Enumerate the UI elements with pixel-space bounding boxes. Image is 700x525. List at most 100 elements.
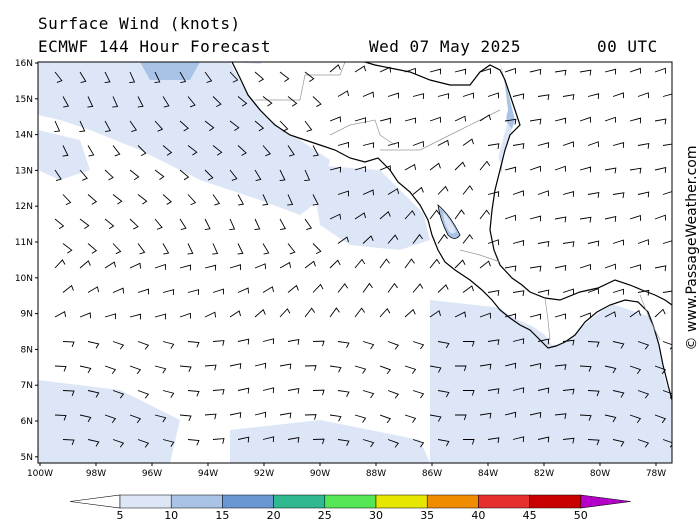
wind-barb bbox=[137, 145, 147, 157]
wind-barb bbox=[179, 169, 190, 181]
wind-barb bbox=[437, 233, 448, 244]
wind-barb bbox=[137, 194, 148, 205]
wind-barb bbox=[612, 390, 625, 398]
wind-barb bbox=[529, 411, 542, 418]
wind-barb bbox=[479, 160, 491, 171]
legend-swatch bbox=[426, 494, 479, 509]
wind-barb bbox=[354, 65, 367, 73]
wind-barb bbox=[54, 120, 61, 133]
wind-barb bbox=[187, 96, 196, 108]
wind-barb bbox=[129, 218, 139, 230]
wind-barb bbox=[387, 234, 399, 244]
wind-barb bbox=[362, 91, 375, 98]
wind-barb bbox=[187, 390, 200, 397]
wind-barb bbox=[504, 362, 517, 369]
wind-barb bbox=[487, 388, 500, 395]
wind-barb bbox=[654, 67, 666, 74]
wind-barb bbox=[404, 258, 415, 269]
wind-shade-west bbox=[38, 130, 90, 180]
wind-barb bbox=[662, 341, 672, 350]
wind-barb bbox=[229, 218, 236, 231]
longitude-labels: 100W 98W 96W 94W 92W 90W 88W 86W 84W 82W 80W 78W bbox=[27, 463, 666, 479]
border-mexico-guatemala bbox=[255, 62, 346, 101]
wind-barb bbox=[287, 194, 294, 206]
wind-barb bbox=[254, 411, 267, 418]
wind-barb bbox=[387, 141, 400, 148]
wind-barb bbox=[329, 259, 341, 269]
wind-barb bbox=[187, 243, 194, 255]
wind-barb bbox=[79, 218, 90, 230]
border-costa-rica-panama bbox=[544, 297, 551, 341]
wind-barb bbox=[104, 313, 117, 320]
wind-barb bbox=[662, 240, 672, 244]
wind-barb bbox=[529, 215, 542, 222]
wind-barb bbox=[212, 389, 225, 395]
wind-barb bbox=[454, 68, 467, 75]
wind-barb bbox=[362, 341, 375, 350]
lon-label: 78W bbox=[646, 469, 666, 479]
wind-barb bbox=[554, 165, 566, 172]
wind-barb bbox=[554, 313, 567, 320]
wind-barb bbox=[487, 143, 500, 150]
wind-barb bbox=[79, 71, 87, 84]
wind-barb bbox=[437, 390, 450, 398]
wind-barb bbox=[204, 169, 214, 181]
wind-barb bbox=[379, 165, 391, 172]
wind-barb bbox=[629, 264, 642, 271]
wind-barb bbox=[379, 66, 392, 73]
legend-swatch bbox=[478, 494, 530, 509]
wind-barb bbox=[579, 116, 591, 123]
wind-barb bbox=[579, 263, 591, 270]
border-nicaragua-costa-rica bbox=[459, 249, 501, 263]
wind-barb bbox=[587, 439, 600, 446]
wind-barb bbox=[312, 389, 325, 396]
wind-barb bbox=[79, 260, 91, 269]
lat-label: 12N bbox=[15, 202, 33, 212]
wind-barb bbox=[62, 194, 72, 206]
wind-barb bbox=[154, 365, 167, 374]
wind-barb bbox=[254, 263, 266, 270]
wind-barb bbox=[554, 69, 567, 76]
wind-barb bbox=[479, 312, 491, 319]
wind-barb bbox=[54, 169, 62, 181]
wind-speed-legend: 5 10 15 20 25 30 35 40 45 50 bbox=[69, 494, 631, 522]
wind-barb bbox=[562, 141, 574, 148]
wind-barb bbox=[604, 365, 617, 374]
wind-barb bbox=[87, 145, 95, 157]
wind-barb bbox=[412, 93, 425, 99]
wind-barb bbox=[204, 120, 215, 132]
wind-barb bbox=[137, 243, 146, 255]
wind-barb bbox=[612, 92, 624, 99]
wind-barb bbox=[54, 71, 63, 83]
wind-barb bbox=[529, 118, 542, 125]
wind-barb bbox=[204, 364, 217, 371]
wind-barb bbox=[87, 194, 98, 205]
wind-barb bbox=[562, 339, 575, 346]
lat-label: 16N bbox=[15, 59, 33, 69]
wind-barb bbox=[87, 390, 100, 398]
wind-barb bbox=[154, 218, 163, 230]
wind-barb bbox=[87, 286, 100, 293]
legend-swatch bbox=[273, 494, 326, 509]
wind-barb bbox=[154, 263, 166, 270]
wind-barb bbox=[537, 387, 550, 394]
wind-barb bbox=[337, 439, 350, 446]
wind-barb bbox=[637, 390, 650, 399]
wind-barb bbox=[479, 260, 491, 269]
lon-label: 80W bbox=[590, 469, 610, 479]
wind-barb bbox=[87, 243, 98, 254]
wind-barb bbox=[337, 190, 349, 197]
wind-barb bbox=[587, 341, 600, 348]
wind-barb bbox=[629, 214, 641, 221]
wind-barb bbox=[287, 243, 296, 255]
wind-barb bbox=[104, 414, 117, 424]
wind-barb bbox=[379, 117, 392, 124]
border-guatemala-honduras bbox=[329, 119, 396, 146]
wind-barb bbox=[104, 71, 111, 84]
wind-barb bbox=[537, 436, 550, 443]
wind-barb bbox=[229, 169, 238, 181]
wind-barb bbox=[212, 438, 225, 444]
wind-barb bbox=[237, 338, 250, 345]
wind-barb bbox=[454, 365, 467, 372]
wind-barb bbox=[312, 438, 325, 445]
